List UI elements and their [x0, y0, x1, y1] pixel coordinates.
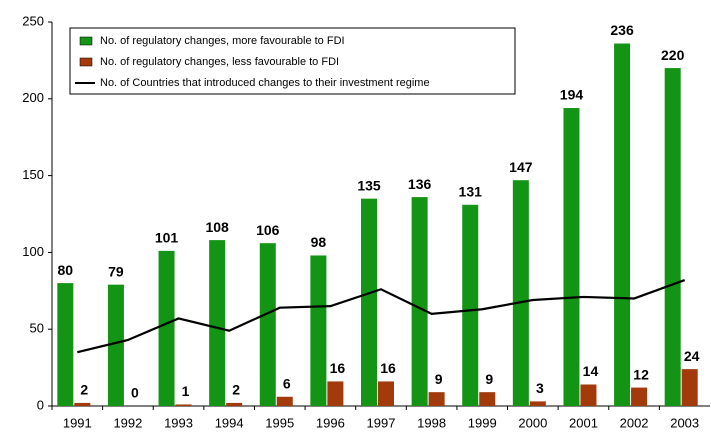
value-label: 136 — [408, 176, 432, 192]
value-label: 2 — [232, 382, 240, 398]
x-tick-label: 1995 — [265, 415, 294, 430]
value-label: 147 — [509, 159, 533, 175]
legend-swatch — [79, 57, 93, 67]
bar — [158, 250, 175, 406]
bar — [462, 204, 479, 406]
value-label: 194 — [560, 87, 584, 103]
value-label: 3 — [536, 380, 544, 396]
bar — [614, 43, 631, 407]
bar — [512, 180, 529, 406]
value-label: 135 — [357, 177, 381, 193]
bar — [411, 197, 428, 406]
value-label: 1 — [182, 383, 190, 399]
legend-label: No. of regulatory changes, less favourab… — [100, 56, 339, 68]
bar — [361, 198, 377, 406]
bar — [57, 283, 74, 406]
y-tick-label: 150 — [22, 167, 44, 182]
bar — [681, 369, 698, 406]
bar — [209, 240, 226, 406]
value-label: 9 — [435, 371, 443, 387]
x-tick-label: 1991 — [63, 415, 92, 430]
x-tick-label: 2001 — [569, 415, 598, 430]
line — [77, 279, 686, 354]
value-label: 131 — [459, 183, 483, 199]
x-tick-label: 1993 — [164, 415, 193, 430]
y-tick-label: 0 — [37, 397, 44, 412]
bar — [107, 284, 124, 406]
y-tick-label: 100 — [22, 244, 44, 259]
x-tick-label: 2000 — [518, 415, 547, 430]
x-tick-label: 1996 — [316, 415, 345, 430]
value-label: 16 — [330, 360, 346, 376]
x-tick-label: 2003 — [670, 415, 699, 430]
bar — [378, 381, 394, 406]
x-tick-label: 1992 — [113, 415, 142, 430]
x-tick-label: 1999 — [468, 415, 497, 430]
value-label: 80 — [58, 262, 74, 278]
value-label: 14 — [583, 363, 599, 379]
value-label: 6 — [283, 375, 291, 391]
x-tick-label: 2002 — [620, 415, 649, 430]
bar — [428, 392, 445, 406]
bar — [310, 255, 327, 406]
value-label: 2 — [80, 382, 88, 398]
value-label: 101 — [155, 230, 179, 246]
bar — [276, 396, 293, 406]
value-label: 236 — [610, 22, 634, 38]
value-label: 220 — [661, 47, 685, 63]
bar — [664, 68, 681, 406]
bar — [259, 243, 276, 406]
legend-label: No. of Countries that introduced changes… — [100, 77, 430, 89]
x-tick-label: 1998 — [417, 415, 446, 430]
bar — [529, 401, 546, 406]
value-label: 108 — [205, 219, 229, 235]
y-tick-label: 200 — [22, 90, 44, 105]
y-tick-label: 50 — [30, 321, 44, 336]
bar — [226, 402, 243, 406]
value-label: 79 — [108, 263, 124, 279]
bar — [74, 402, 91, 406]
x-tick-label: 1997 — [367, 415, 396, 430]
bar — [479, 392, 496, 406]
legend-box — [69, 27, 516, 95]
y-tick-label: 250 — [22, 13, 44, 28]
value-label: 106 — [256, 222, 280, 238]
bar — [631, 387, 648, 406]
value-label: 24 — [684, 348, 700, 364]
bar — [563, 108, 580, 407]
bar — [580, 384, 597, 406]
value-label: 16 — [380, 360, 396, 376]
x-tick-label: 1994 — [215, 415, 244, 430]
legend-label: No. of regulatory changes, more favourab… — [100, 35, 345, 47]
value-label: 9 — [485, 371, 493, 387]
bar — [175, 404, 192, 406]
legend-swatch — [79, 36, 93, 46]
value-label: 98 — [311, 234, 327, 250]
value-label: 12 — [633, 366, 649, 382]
bar — [327, 381, 344, 406]
value-label: 0 — [131, 385, 139, 401]
